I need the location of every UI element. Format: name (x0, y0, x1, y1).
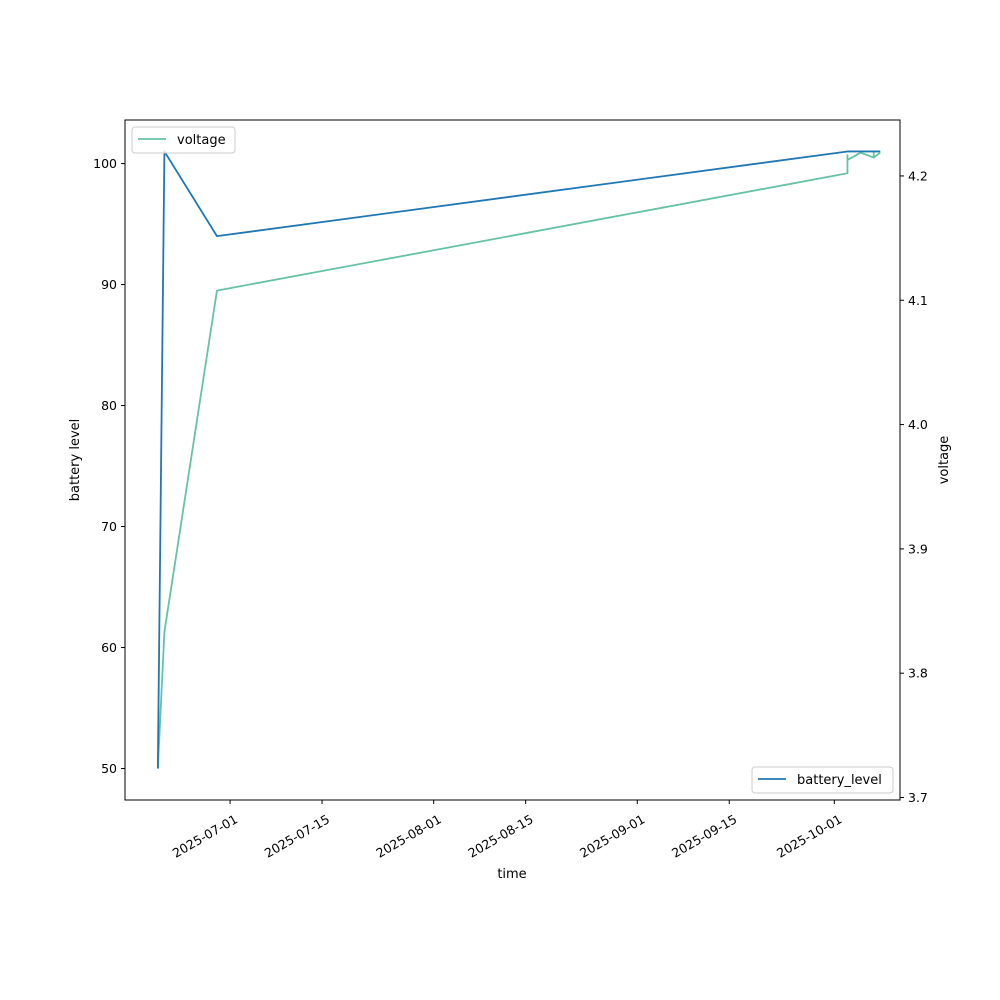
left-axis-ticks: 50 60 70 80 90 100 (93, 156, 125, 776)
right-axis-ticks: 3.7 3.8 3.9 4.0 4.1 4.2 (900, 168, 928, 805)
right-tick-label: 3.7 (908, 790, 928, 805)
legend-voltage-label: voltage (177, 133, 226, 148)
right-tick-label: 3.9 (908, 541, 928, 556)
left-tick-label: 60 (101, 640, 117, 655)
plot-area (125, 120, 900, 800)
series-line-voltage (156, 150, 881, 769)
legend-battery-level-label: battery_level (797, 773, 882, 788)
right-tick-label: 4.0 (908, 417, 928, 432)
right-axis-label: voltage (937, 436, 952, 485)
legend-voltage: voltage (131, 126, 236, 154)
legend-voltage-box (131, 126, 236, 154)
left-tick-label: 90 (101, 277, 117, 292)
x-axis-label: time (497, 867, 526, 882)
plot-frame (124, 119, 901, 801)
legend-battery-level-box (751, 766, 894, 794)
left-tick-label: 80 (101, 398, 117, 413)
left-tick-label: 100 (93, 156, 117, 171)
right-tick-label: 3.8 (908, 666, 928, 681)
right-tick-label: 4.2 (908, 168, 928, 183)
series-layer (156, 150, 881, 769)
legend-battery-level: battery_level (751, 766, 894, 794)
left-tick-label: 70 (101, 519, 117, 534)
left-tick-label: 50 (101, 761, 117, 776)
left-axis-label: battery level (68, 419, 83, 502)
series-line-battery-level (156, 150, 881, 769)
right-tick-label: 4.1 (908, 293, 928, 308)
